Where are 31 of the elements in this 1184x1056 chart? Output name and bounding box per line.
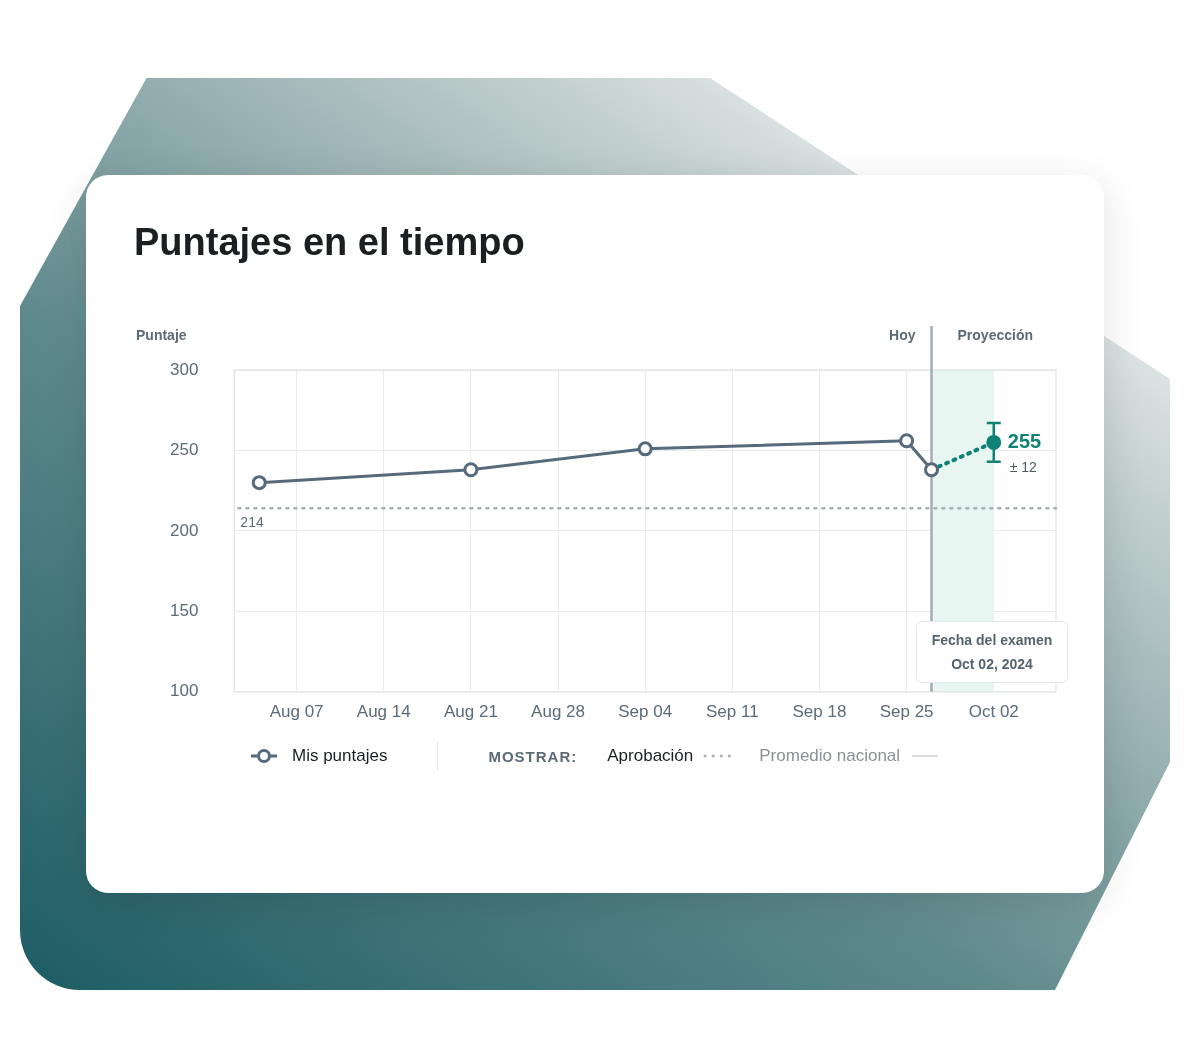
- y-tick-label: 300: [169, 359, 199, 379]
- x-tick-label: Sep 11: [706, 701, 759, 721]
- annotation: Fecha del examen Oct 02, 2024: [916, 621, 1068, 683]
- y-tick-label: 100: [169, 681, 199, 701]
- annotation: ± 12: [1009, 459, 1038, 476]
- y-tick-label: 250: [169, 440, 199, 460]
- text: Aprobación: [607, 746, 694, 766]
- ref-line-label: Hoy: [889, 327, 916, 343]
- x-tick-label: Aug 07: [269, 701, 324, 721]
- y-axis-title: Puntaje: [136, 327, 187, 343]
- x-tick-label: Aug 21: [443, 701, 498, 721]
- x-tick-label: Sep 25: [879, 701, 934, 721]
- point: [637, 441, 653, 457]
- text: MOSTRAR:: [488, 747, 578, 765]
- x-tick-label: Oct 02: [968, 701, 1019, 721]
- data-label: 255: [1007, 429, 1042, 452]
- chart-title: Puntajes en el tiempo: [134, 221, 525, 264]
- x-tick-label: Aug 28: [531, 701, 585, 721]
- point: [924, 462, 940, 478]
- text: Promedio nacional: [759, 746, 901, 766]
- band-label: Proyección: [957, 327, 1033, 343]
- point: [463, 462, 479, 478]
- legend-label: Mis puntajes: [292, 746, 388, 766]
- y-tick-label: 200: [169, 520, 199, 540]
- x-tick-label: Sep 04: [618, 701, 673, 721]
- ref-line-label: 214: [240, 514, 264, 531]
- point: [899, 433, 915, 449]
- x-tick-label: Sep 18: [792, 701, 847, 721]
- y-tick-label: 150: [169, 601, 199, 621]
- point: [251, 475, 267, 491]
- x-tick-label: Aug 14: [356, 701, 411, 721]
